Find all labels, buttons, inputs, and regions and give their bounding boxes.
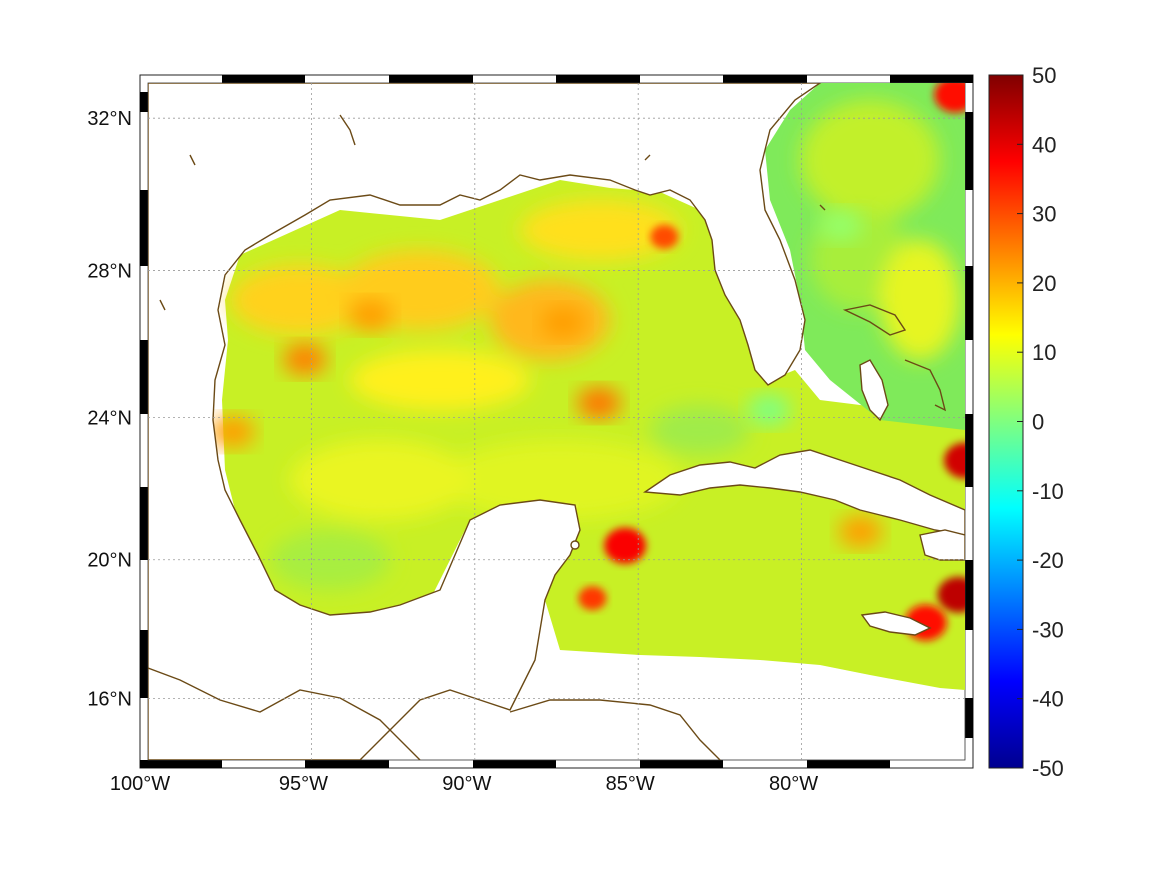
anomaly-feature-8	[934, 83, 965, 113]
colorbar-tick-label: 10	[1032, 340, 1056, 365]
cuba	[642, 449, 965, 536]
colorbar-tick-label: -40	[1032, 687, 1064, 712]
x-tick-label: 80°W	[769, 773, 818, 795]
anomaly-feature-4	[576, 386, 621, 419]
anomaly-feature-7	[578, 586, 607, 611]
feature-layer	[210, 83, 965, 641]
colorbar-tick-label: 50	[1032, 63, 1056, 88]
graticule	[148, 83, 965, 760]
y-tick-label: 20°N	[87, 550, 132, 572]
colorbar-tick-label: -30	[1032, 617, 1064, 642]
y-tick-labels: 16°N 20°N 24°N 28°N 32°N	[87, 108, 132, 710]
colorbar-tick-label: 20	[1032, 271, 1056, 296]
x-tick-label: 100°W	[110, 773, 170, 795]
jamaica	[860, 611, 932, 636]
y-tick-label: 16°N	[87, 689, 132, 711]
hispaniola	[919, 529, 965, 561]
y-tick-label: 24°N	[87, 407, 132, 429]
cozumel	[570, 540, 580, 550]
colorbar-tick-label: -20	[1032, 548, 1064, 573]
anomaly-feature-6	[604, 527, 647, 564]
gulf-island-fragments	[159, 114, 826, 311]
x-tick-label: 95°W	[279, 773, 328, 795]
anomaly-feature-2	[541, 306, 586, 339]
y-tick-label: 32°N	[87, 108, 132, 130]
anomaly-feature-13	[818, 209, 863, 242]
honduras-coast	[509, 699, 721, 760]
anomaly-feature-5	[210, 415, 255, 448]
anomaly-feature-12	[838, 515, 883, 548]
central-america-coast	[148, 667, 421, 760]
bahamas-andros	[859, 359, 889, 422]
usa-land	[148, 83, 822, 760]
anomaly-feature-0	[282, 343, 327, 376]
colorbar: 50 40 30 20 10 0 -10 -20 -30 -40 -50	[988, 63, 1064, 781]
y-tick-label: 28°N	[87, 261, 132, 283]
land-layer	[148, 83, 965, 760]
colorbar-tick-label: -10	[1032, 479, 1064, 504]
colorbar-tick-label: 30	[1032, 202, 1056, 227]
x-tick-label: 90°W	[442, 773, 491, 795]
anomaly-field	[210, 83, 965, 690]
colorbar-tick-label: 40	[1032, 132, 1056, 157]
anomaly-feature-9	[944, 442, 965, 479]
x-tick-label: 85°W	[606, 773, 655, 795]
bahamas-abaco	[842, 304, 907, 336]
anomaly-feature-3	[650, 224, 679, 249]
colorbar-tick-label: 0	[1032, 410, 1044, 435]
colorbar-tick-label: -50	[1032, 756, 1064, 781]
anomaly-feature-10	[937, 576, 965, 613]
colorbar-ticks: 50 40 30 20 10 0 -10 -20 -30 -40 -50	[1017, 63, 1064, 781]
anomaly-feature-1	[348, 299, 393, 332]
anomaly-feature-14	[746, 394, 791, 427]
x-tick-labels: 100°W 95°W 90°W 85°W 80°W	[110, 773, 818, 795]
bahamas-eleuthera	[904, 359, 947, 412]
